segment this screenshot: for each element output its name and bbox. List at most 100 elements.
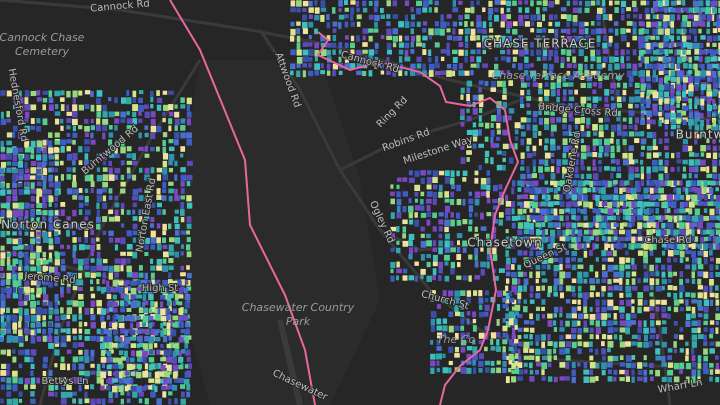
building (661, 285, 665, 291)
building (42, 210, 48, 216)
building (517, 264, 522, 271)
building (120, 188, 126, 194)
building (126, 307, 132, 312)
building (634, 103, 639, 109)
building (538, 236, 542, 242)
building (652, 49, 659, 55)
building (144, 244, 149, 250)
building (18, 245, 23, 250)
building (694, 159, 701, 166)
building (574, 215, 580, 221)
building (54, 217, 59, 224)
building (649, 222, 654, 227)
building (596, 7, 603, 14)
building (138, 272, 144, 278)
building (568, 145, 573, 150)
building (688, 208, 693, 215)
building (679, 292, 683, 299)
building (60, 146, 65, 153)
building (36, 181, 42, 187)
building (150, 391, 156, 398)
building (24, 140, 29, 148)
building (30, 336, 36, 344)
building (661, 299, 667, 305)
building (478, 143, 484, 148)
building (688, 98, 693, 103)
building (350, 35, 355, 42)
building (466, 157, 470, 162)
building (124, 378, 131, 385)
building (634, 82, 640, 89)
building (566, 28, 571, 35)
building (542, 0, 548, 6)
building (326, 21, 331, 29)
building (637, 229, 642, 236)
building (462, 219, 468, 225)
building (484, 290, 489, 296)
building (0, 336, 4, 343)
building (610, 89, 614, 94)
building (514, 122, 521, 129)
building (458, 28, 464, 35)
building (541, 313, 546, 319)
building (548, 63, 554, 71)
building (619, 299, 625, 306)
building (616, 236, 621, 244)
building (524, 21, 531, 27)
building (643, 327, 649, 334)
building (162, 195, 167, 201)
building (673, 250, 680, 256)
building (60, 174, 64, 181)
building (150, 216, 155, 223)
building (667, 194, 673, 201)
building (598, 166, 603, 173)
building (142, 315, 149, 323)
building (568, 103, 573, 109)
building (658, 112, 662, 117)
building (673, 362, 680, 370)
building (694, 117, 701, 122)
building (700, 131, 705, 137)
building (709, 369, 714, 375)
building (571, 362, 576, 369)
building (118, 336, 123, 343)
building (466, 129, 473, 136)
building (422, 0, 429, 8)
building (700, 98, 705, 106)
building (180, 125, 186, 131)
building (374, 42, 379, 49)
building (706, 236, 712, 241)
building (604, 208, 610, 214)
building (380, 7, 384, 14)
building (536, 35, 541, 42)
building (454, 304, 459, 312)
building (541, 194, 546, 200)
building (577, 362, 581, 367)
building (604, 222, 610, 230)
building (72, 104, 78, 112)
building (583, 201, 590, 208)
place-label: Chase Terrace Academy (492, 69, 625, 82)
building (607, 320, 613, 327)
building (608, 0, 613, 6)
building (703, 327, 708, 332)
building (694, 124, 700, 132)
building (60, 90, 65, 96)
building (478, 332, 485, 339)
building (556, 117, 562, 123)
building (144, 335, 149, 342)
building (505, 264, 511, 271)
building (661, 271, 666, 278)
building (6, 203, 10, 210)
building (172, 385, 178, 391)
building (631, 201, 636, 208)
building (180, 272, 186, 277)
building (694, 84, 699, 91)
building (706, 98, 711, 104)
building (148, 294, 152, 301)
building (637, 250, 643, 256)
building (102, 188, 107, 193)
building (168, 90, 174, 95)
building (410, 49, 415, 54)
